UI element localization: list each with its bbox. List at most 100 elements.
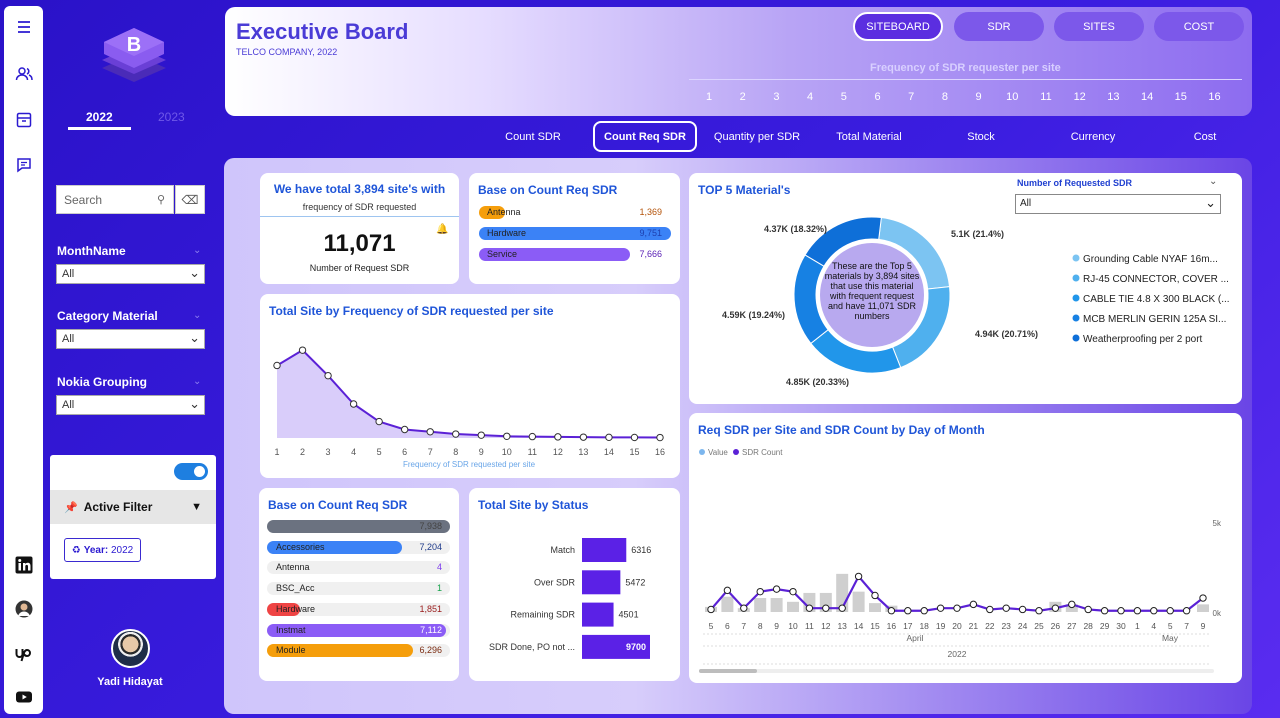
freq-number[interactable]: 15 [1174, 91, 1187, 103]
year-tab-2023[interactable]: 2023 [158, 110, 185, 124]
data-point[interactable] [630, 433, 639, 442]
freq-number[interactable]: 12 [1073, 91, 1086, 103]
value-bar[interactable] [770, 598, 783, 612]
users-icon[interactable] [13, 63, 35, 85]
data-point[interactable] [426, 428, 434, 436]
bell-icon[interactable]: 🔔 [436, 224, 449, 235]
data-point[interactable] [1182, 607, 1191, 615]
tab-count-req-sdr[interactable]: Count Req SDR [593, 121, 697, 152]
value-bar[interactable] [721, 596, 734, 612]
avatar-icon[interactable] [13, 598, 35, 620]
data-point[interactable] [822, 604, 830, 612]
category-material-select[interactable]: All ⌄ [56, 329, 205, 349]
freq-number[interactable]: 8 [941, 91, 948, 103]
data-point[interactable] [324, 371, 332, 380]
monthname-select[interactable]: All ⌄ [56, 264, 205, 284]
data-point[interactable] [1166, 607, 1174, 615]
freq-number[interactable]: 2 [739, 91, 746, 103]
youtube-icon[interactable] [13, 686, 35, 708]
requested-sdr-select[interactable]: All ⌄ [1015, 194, 1221, 214]
chevron-down-icon[interactable]: ⌄ [193, 245, 202, 256]
data-point[interactable] [1199, 594, 1207, 602]
data-point[interactable] [1002, 604, 1010, 612]
data-point[interactable] [349, 400, 358, 408]
data-point[interactable] [503, 432, 511, 441]
scrollbar-thumb[interactable] [699, 669, 757, 673]
freq-number[interactable]: 3 [773, 91, 780, 103]
data-point[interactable] [953, 604, 961, 612]
data-point[interactable] [605, 433, 613, 442]
tab-stock[interactable]: Stock [967, 130, 995, 143]
freq-number[interactable]: 10 [1006, 91, 1019, 103]
freq-number[interactable]: 13 [1107, 91, 1120, 103]
data-point[interactable] [838, 604, 846, 612]
chevron-down-icon[interactable]: ⌄ [1209, 176, 1218, 187]
freq-number[interactable]: 6 [874, 91, 881, 103]
nokia-grouping-select[interactable]: All ⌄ [56, 395, 205, 415]
data-point[interactable] [554, 433, 562, 441]
data-point[interactable] [528, 432, 537, 441]
tab-count-sdr[interactable]: Count SDR [505, 130, 561, 143]
tab-currency[interactable]: Currency [1070, 130, 1116, 143]
value-bar[interactable] [1065, 604, 1078, 612]
tab-cost[interactable]: Cost [1193, 130, 1217, 143]
value-bar[interactable] [754, 598, 767, 612]
freq-number[interactable]: 7 [908, 91, 915, 103]
freq-number[interactable]: 16 [1208, 91, 1221, 103]
linkedin-icon[interactable] [13, 554, 35, 576]
menu-icon[interactable] [13, 16, 35, 38]
freq-number[interactable]: 4 [807, 91, 814, 103]
freq-number[interactable]: 5 [840, 91, 847, 103]
data-point[interactable] [1133, 607, 1142, 615]
data-point[interactable] [375, 417, 383, 426]
freq-number[interactable]: 9 [975, 91, 982, 103]
freq-number[interactable]: 1 [705, 91, 713, 103]
data-point[interactable] [740, 604, 748, 612]
data-point[interactable] [920, 607, 928, 615]
legend-label[interactable]: MCB MERLIN GERIN 125A SI... [1083, 314, 1226, 325]
data-point[interactable] [969, 600, 978, 609]
active-filter-header[interactable]: 📌 Active Filter ▼ [50, 490, 216, 524]
filter-toggle[interactable] [174, 463, 208, 480]
data-point[interactable] [400, 425, 409, 434]
data-point[interactable] [772, 585, 781, 593]
donut-slice[interactable] [804, 216, 882, 267]
data-point[interactable] [1035, 607, 1043, 615]
status-bar[interactable] [582, 634, 650, 659]
data-point[interactable] [273, 361, 281, 370]
tab-quantity-per-sdr[interactable]: Quantity per SDR [713, 130, 801, 143]
chevron-down-icon[interactable]: ⌄ [193, 310, 202, 321]
nav-sites[interactable]: SITES [1054, 12, 1144, 41]
legend-label[interactable]: Weatherproofing per 2 port [1083, 334, 1203, 345]
legend-label[interactable]: RJ-45 CONNECTOR, COVER ... [1083, 274, 1229, 285]
data-point[interactable] [707, 605, 715, 614]
data-point[interactable] [1084, 605, 1092, 614]
value-bar[interactable] [787, 601, 799, 612]
data-point[interactable] [298, 346, 307, 354]
data-point[interactable] [854, 572, 863, 581]
chat-icon[interactable] [13, 154, 35, 176]
data-point[interactable] [656, 433, 664, 442]
freq-number[interactable]: 11 [1040, 91, 1052, 103]
year-filter-badge[interactable]: ♻ Year: 2022 [64, 538, 141, 562]
freq-number[interactable]: 14 [1140, 91, 1154, 103]
archive-icon[interactable] [13, 109, 35, 131]
value-bar[interactable] [1197, 604, 1209, 612]
scrollbar-track[interactable] [699, 669, 1214, 673]
data-point[interactable] [805, 604, 814, 612]
nav-sdr[interactable]: SDR [954, 12, 1044, 41]
legend-label[interactable]: CABLE TIE 4.8 X 300 BLACK (... [1083, 294, 1230, 305]
data-point[interactable] [1068, 600, 1076, 609]
data-point[interactable] [452, 430, 460, 438]
data-point[interactable] [871, 591, 879, 600]
eraser-button[interactable]: ⌫ [175, 185, 205, 214]
data-point[interactable] [1100, 607, 1109, 615]
data-point[interactable] [1150, 607, 1158, 615]
search-input[interactable]: Search ⚲ [56, 185, 174, 214]
data-point[interactable] [936, 604, 945, 612]
year-tab-2022[interactable]: 2022 [86, 110, 113, 124]
data-point[interactable] [579, 433, 588, 441]
status-bar[interactable] [582, 570, 621, 595]
legend-label[interactable]: Grounding Cable NYAF 16m... [1083, 254, 1218, 265]
nav-siteboard[interactable]: SITEBOARD [853, 12, 943, 41]
